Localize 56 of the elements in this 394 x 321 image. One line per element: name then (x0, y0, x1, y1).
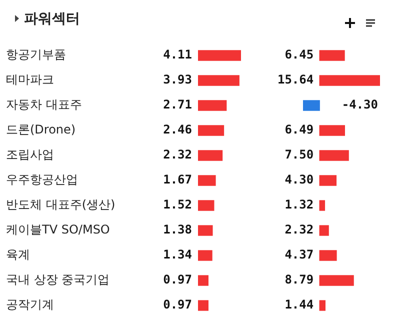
bar (198, 100, 227, 111)
bar (198, 75, 240, 86)
bar (319, 200, 326, 211)
y-tick-label: 드론(Drone) (6, 122, 76, 137)
y-tick-label: 자동차 대표주 (6, 98, 82, 112)
data-label: 1.34 (163, 248, 192, 262)
data-label: 2.32 (163, 148, 192, 162)
y-tick-label: 반도체 대표주(생산) (6, 198, 116, 212)
data-label: 1.38 (163, 222, 192, 237)
bar (198, 175, 216, 186)
bar (198, 150, 223, 161)
data-label: 0.97 (163, 272, 192, 287)
data-label: 1.67 (163, 172, 192, 187)
bar (319, 125, 345, 136)
data-label: -4.30 (342, 98, 378, 112)
text: 파워섹터 (24, 10, 80, 28)
data-label: 2.32 (284, 222, 314, 237)
data-label: 1.44 (284, 298, 314, 312)
y-tick-label: 조립사업 (6, 148, 54, 162)
data-label: 6.45 (284, 48, 314, 62)
y-tick-label: 항공기부품 (6, 48, 66, 62)
bar (319, 275, 354, 286)
y-tick-label: 우주항공산업 (6, 172, 78, 187)
data-label: 1.32 (284, 198, 314, 212)
data-label: 0.97 (163, 298, 192, 312)
bar (319, 250, 337, 261)
bar (319, 225, 329, 236)
bar (319, 300, 326, 311)
data-label: 4.11 (163, 48, 192, 62)
data-label: 4.37 (284, 248, 314, 262)
bar (198, 125, 224, 136)
bar (319, 150, 349, 161)
bar (319, 50, 345, 61)
data-label: 2.71 (163, 98, 192, 112)
y-tick-label: 테마파크 (6, 72, 54, 87)
y-tick-label: 육계 (6, 248, 30, 262)
y-tick-label: 국내 상장 중국기업 (6, 272, 110, 287)
bar (303, 100, 320, 111)
data-label: 6.49 (284, 122, 314, 137)
bar (198, 250, 212, 261)
y-tick-label: 공작기계 (6, 298, 54, 312)
bar (198, 50, 241, 61)
bar (319, 75, 380, 86)
y-tick-label: 케이블TV SO/MSO (6, 222, 110, 237)
data-label: 4.30 (284, 172, 314, 187)
data-label: 3.93 (163, 72, 192, 87)
bar (198, 200, 214, 211)
data-label: 8.79 (284, 272, 314, 287)
bar (198, 275, 208, 286)
data-label: 7.50 (284, 148, 314, 162)
data-label: 15.64 (277, 72, 314, 87)
data-label: 2.46 (163, 122, 192, 137)
bar (198, 225, 213, 236)
bar (319, 175, 337, 186)
bar (198, 300, 208, 311)
data-label: 1.52 (163, 198, 192, 212)
